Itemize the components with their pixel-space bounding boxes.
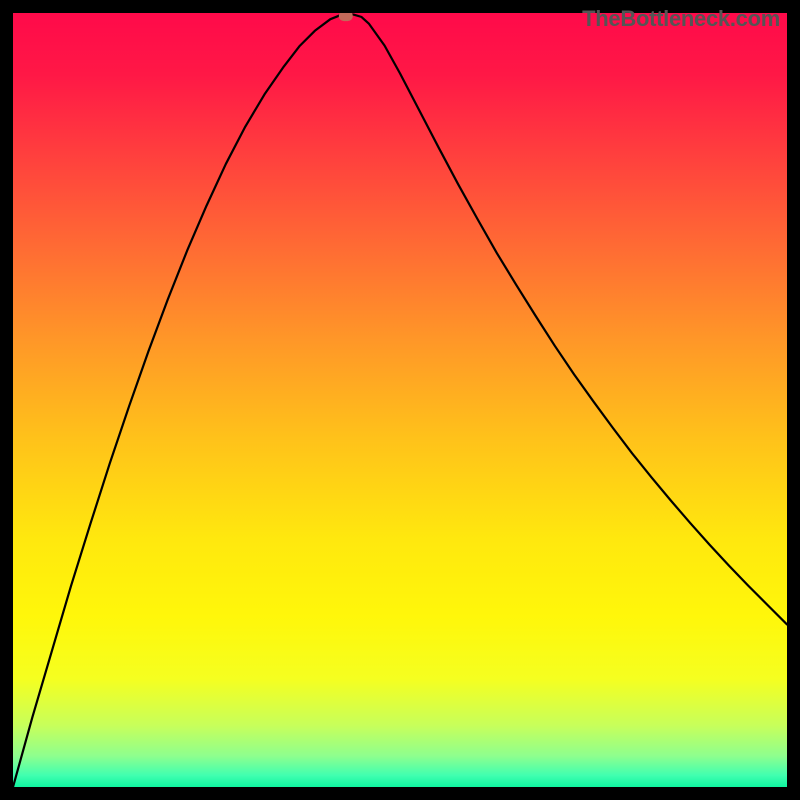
bottleneck-chart xyxy=(0,0,800,800)
chart-svg xyxy=(0,0,800,800)
plot-background xyxy=(13,13,787,787)
watermark-text: TheBottleneck.com xyxy=(582,6,780,32)
